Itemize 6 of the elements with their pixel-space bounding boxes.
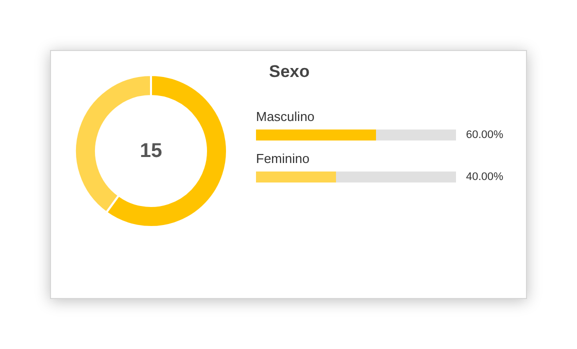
data-label: 40.00% [466,171,504,183]
text: 15 [140,140,162,162]
data-label: 60.00% [466,129,504,141]
chart-title: Sexo [269,62,310,81]
category-label: Masculino [256,109,315,124]
category-label: Feminino [256,151,310,166]
